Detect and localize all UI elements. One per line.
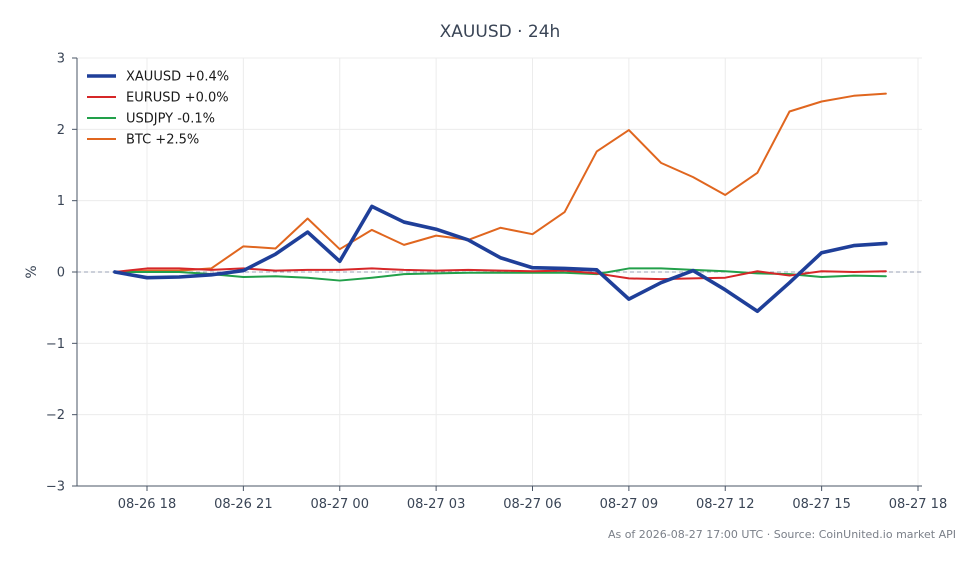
legend-label: EURUSD +0.0%	[126, 91, 229, 106]
legend: XAUUSD +0.4% EURUSD +0.0% USDJPY -0.1% BTC …	[87, 70, 229, 148]
x-tick-label: 08-27 12	[696, 497, 754, 512]
y-tick-label: 1	[57, 194, 65, 209]
series-line-usdjpy	[113, 267, 887, 282]
source-footnote: As of 2026-08-27 17:00 UTC · Source: Coi…	[608, 528, 956, 541]
x-tick-label: 08-27 03	[407, 497, 465, 512]
x-tick-label: 08-27 00	[311, 497, 369, 512]
legend-label: BTC +2.5%	[126, 133, 199, 148]
legend-label: XAUUSD +0.4%	[126, 70, 229, 85]
y-axis-label: %	[24, 265, 40, 278]
y-tick-label: 3	[57, 52, 65, 67]
x-tick-label: 08-26 21	[214, 497, 272, 512]
y-tick-label: 0	[57, 266, 65, 281]
x-axis-ticks: 08-26 18 08-26 21 08-27 00 08-27 03 08-27 06…	[118, 486, 947, 512]
x-tick-label: 08-26 18	[118, 497, 176, 512]
legend-label: USDJPY -0.1%	[126, 112, 215, 127]
series-group	[113, 92, 888, 314]
y-tick-label: 2	[57, 123, 65, 138]
x-tick-label: 08-27 15	[792, 497, 850, 512]
x-tick-label: 08-27 09	[600, 497, 658, 512]
x-tick-label: 08-27 18	[889, 497, 947, 512]
x-tick-label: 08-27 06	[503, 497, 561, 512]
series-line-eurusd	[113, 267, 887, 281]
y-tick-label: −2	[46, 408, 65, 423]
y-tick-label: −3	[46, 480, 65, 495]
y-tick-label: −1	[46, 337, 65, 352]
series-line-xauusd	[113, 204, 888, 314]
chart-title: XAUUSD · 24h	[440, 22, 561, 42]
series-line-btc	[113, 92, 887, 273]
y-axis-ticks: 3 2 1 0 −1 −2 −3	[46, 52, 77, 495]
